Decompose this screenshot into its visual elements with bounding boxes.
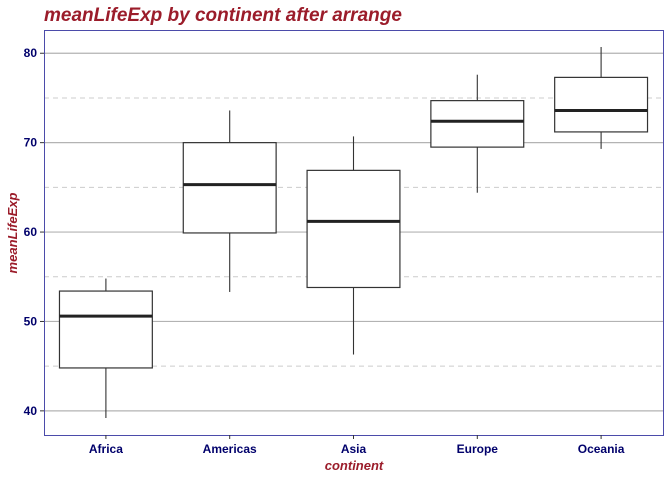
box-americas: [182, 110, 277, 292]
y-tick-label-50: 50: [24, 314, 38, 328]
y-tick-label-40: 40: [24, 404, 38, 418]
x-tick-label-europe: Europe: [457, 442, 499, 456]
x-tick-label-africa: Africa: [89, 442, 123, 456]
iqr-box-americas: [182, 142, 277, 234]
iqr-box-oceania: [554, 76, 649, 133]
iqr-box-africa: [58, 290, 153, 369]
box-africa: [58, 278, 153, 419]
y-axis-ticks: 40 50 60 70 80: [24, 46, 44, 418]
iqr-box-asia: [306, 169, 401, 289]
y-tick-label-70: 70: [24, 136, 38, 150]
box-asia: [306, 136, 401, 355]
boxes: [58, 46, 649, 419]
chart-title: meanLifeExp by continent after arrange: [44, 5, 402, 26]
box-europe: [430, 74, 525, 193]
x-axis-ticks: Africa Americas Asia Europe Oceania: [89, 435, 625, 456]
x-tick-label-oceania: Oceania: [578, 442, 625, 456]
y-tick-label-80: 80: [24, 46, 38, 60]
iqr-box-europe: [430, 100, 525, 148]
x-tick-label-asia: Asia: [341, 442, 367, 456]
x-axis-title: continent: [325, 458, 384, 473]
y-tick-label-60: 60: [24, 225, 38, 239]
y-axis-title: meanLifeExp: [5, 192, 20, 273]
box-oceania: [554, 46, 649, 149]
x-tick-label-americas: Americas: [203, 442, 257, 456]
